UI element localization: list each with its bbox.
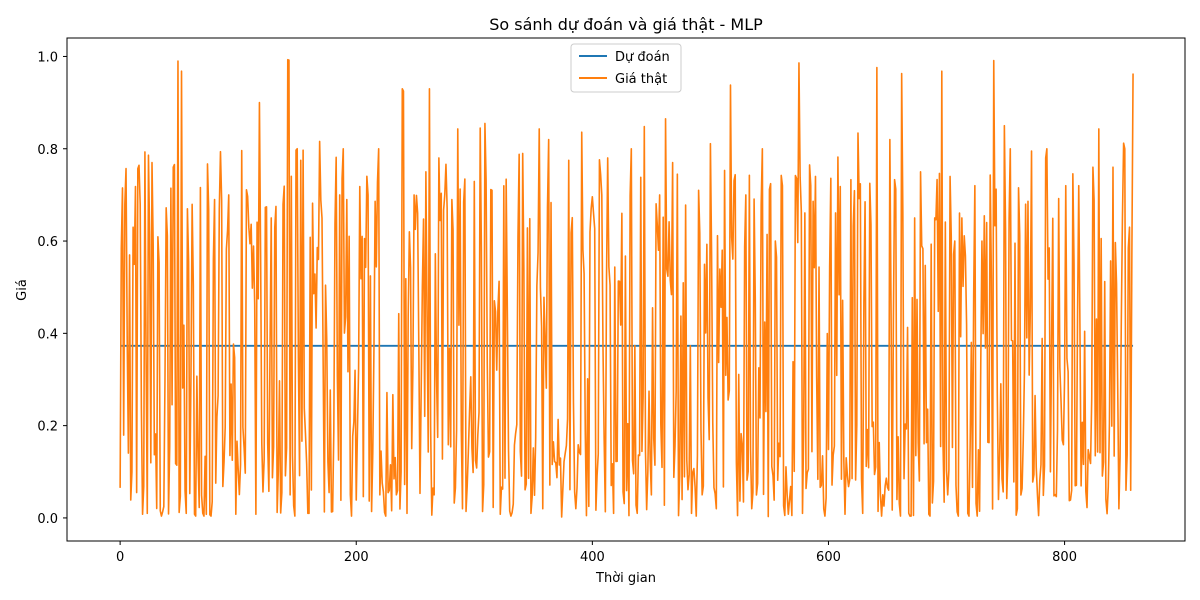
legend-label-actual: Giá thật <box>615 72 667 87</box>
series-lines <box>119 58 1134 518</box>
x-tick-label: 0 <box>116 550 124 565</box>
series-actual-line <box>119 58 1134 518</box>
plot-frame <box>66 37 1186 542</box>
legend-label-prediction: Dự đoán <box>615 50 670 65</box>
y-tick-label: 0.2 <box>37 420 58 435</box>
x-tick-label: 400 <box>580 550 605 565</box>
y-tick-label: 0.6 <box>37 235 58 250</box>
y-tick-label: 0.4 <box>37 327 58 342</box>
chart-title: So sánh dự đoán và giá thật - MLP <box>489 15 763 34</box>
y-tick-label: 0.0 <box>37 512 58 527</box>
x-axis: 0 200 400 600 800 <box>116 541 1077 565</box>
y-axis: 0.0 0.2 0.4 0.6 0.8 1.0 <box>37 50 67 527</box>
x-tick-label: 800 <box>1052 550 1077 565</box>
x-tick-label: 600 <box>816 550 841 565</box>
y-tick-label: 1.0 <box>37 50 58 65</box>
legend: Dự đoán Giá thật <box>570 43 682 93</box>
y-tick-label: 0.8 <box>37 143 58 158</box>
x-tick-label: 200 <box>344 550 369 565</box>
y-axis-label: Giá <box>15 279 30 301</box>
x-axis-label: Thời gian <box>595 571 656 586</box>
